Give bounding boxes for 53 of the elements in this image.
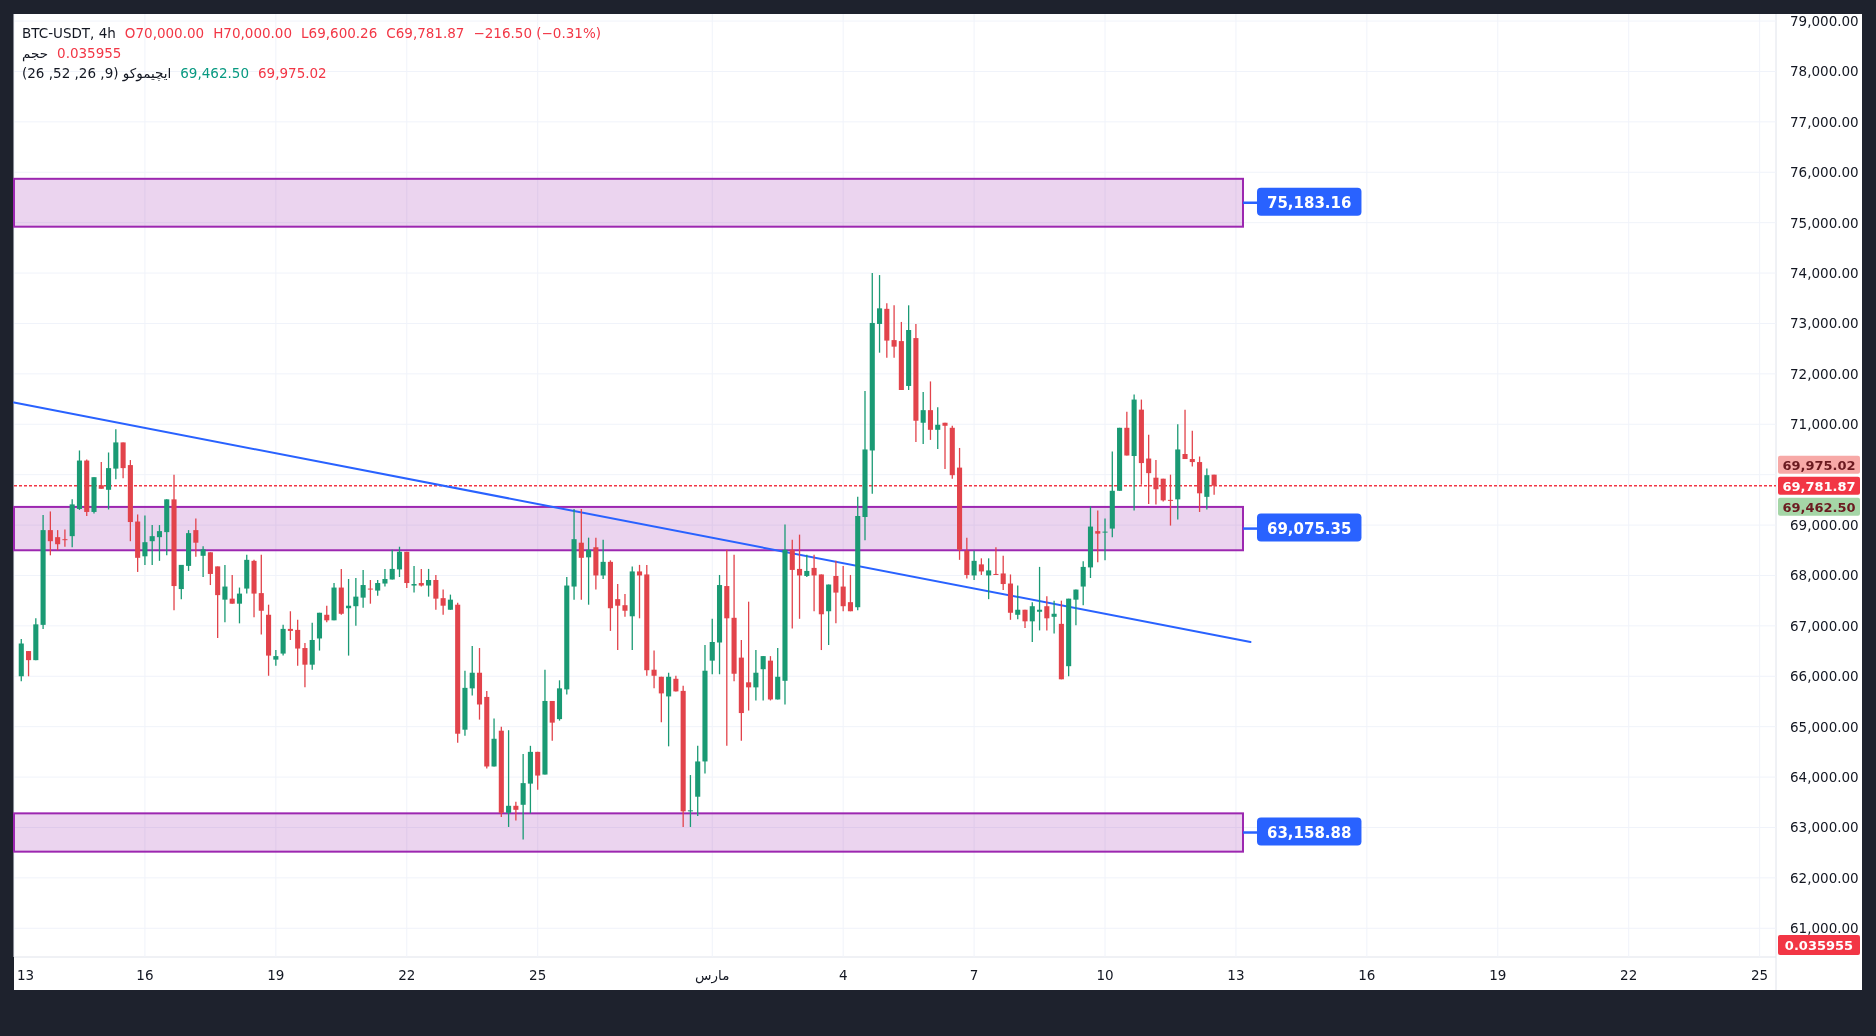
y-tick-label: 71,000.00 <box>1790 416 1859 433</box>
y-tick-label: 76,000.00 <box>1790 164 1859 181</box>
ref-line-label: 69,781.87 <box>1782 478 1856 494</box>
y-tick-label: 77,000.00 <box>1790 113 1859 130</box>
y-tick-label: 78,000.00 <box>1790 63 1859 80</box>
x-tick-label: 10 <box>1096 967 1114 983</box>
x-tick-label: 25 <box>1751 967 1769 983</box>
y-tick-label: 69,000.00 <box>1790 517 1859 534</box>
annotation: ایچیموکو (9, 26, 52, 26) <box>22 65 172 82</box>
y-tick-label: 79,000.00 <box>1790 13 1859 30</box>
y-tick-label: 74,000.00 <box>1790 265 1859 282</box>
annotation: L69,600.26 <box>301 25 378 41</box>
y-tick-label: 62,000.00 <box>1790 869 1859 886</box>
text: BTC-USDT, 4h <box>22 25 116 41</box>
y-tick-label: 72,000.00 <box>1790 365 1859 382</box>
annotation: 0.035955 <box>57 45 122 61</box>
band-label: 69,075.35 <box>1266 519 1352 538</box>
x-tick-label: 19 <box>1489 967 1507 983</box>
y-tick-label: 65,000.00 <box>1790 718 1859 735</box>
annotation: 69,462.50 <box>180 65 249 81</box>
annotation: 69,975.02 <box>257 65 327 81</box>
x-tick-label: 22 <box>1620 967 1638 983</box>
annotation: −216.50 (−0.31%) <box>473 25 601 41</box>
x-tick-label: 7 <box>969 967 979 983</box>
y-tick-label: 64,000.00 <box>1790 769 1859 786</box>
x-tick-label: 13 <box>17 967 35 983</box>
y-tick-label: 63,000.00 <box>1790 819 1859 836</box>
y-tick-label: 75,000.00 <box>1790 214 1859 231</box>
x-tick-label: 16 <box>136 967 154 983</box>
y-tick-label: 61,000.00 <box>1790 920 1859 937</box>
y-tick-label: 66,000.00 <box>1790 668 1859 685</box>
callout: 75,183.16 <box>1243 187 1362 216</box>
text: 69,462.50 <box>1782 499 1856 515</box>
callout: 63,158.88 <box>1243 817 1362 846</box>
x-tick-label: 16 <box>1358 967 1376 983</box>
callout: 69,075.35 <box>1243 513 1362 542</box>
text: 0.035955 <box>1784 938 1854 953</box>
x-tick-label: 19 <box>267 967 285 983</box>
text: 69,975.02 <box>1782 457 1856 473</box>
x-tick-label: 22 <box>398 967 416 983</box>
y-tick-label: 73,000.00 <box>1790 315 1859 332</box>
x-tick-label: 4 <box>838 967 848 983</box>
band-label: 63,158.88 <box>1266 823 1352 842</box>
annotation: حجم <box>22 45 49 62</box>
y-tick-label: 67,000.00 <box>1790 617 1859 634</box>
x-tick-label: 13 <box>1227 967 1245 983</box>
band-label: 75,183.16 <box>1266 193 1352 212</box>
annotation: C69,781.87 <box>386 25 465 41</box>
x-tick-label: 25 <box>529 967 547 983</box>
y-tick-label: 68,000.00 <box>1790 567 1859 584</box>
x-tick-label: مارس <box>695 967 730 984</box>
annotation: H70,000.00 <box>213 25 293 41</box>
annotation: O70,000.00 <box>124 25 205 41</box>
